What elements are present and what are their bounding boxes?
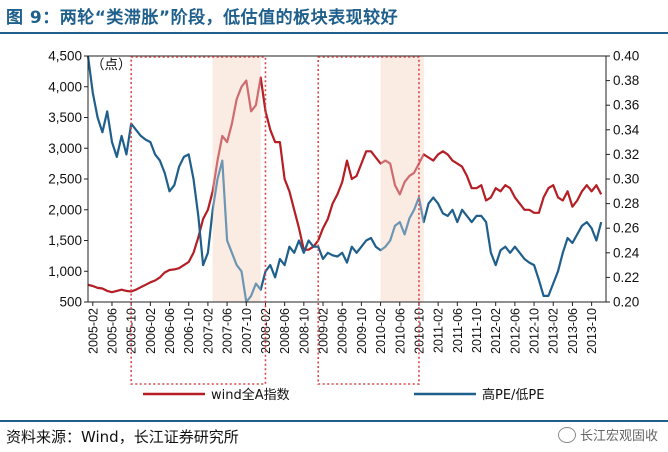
left-tick-label: 4,500 [48, 49, 82, 64]
x-tick-label: 2006-10 [182, 308, 196, 354]
right-tick-label: 0.36 [613, 98, 639, 113]
right-tick-label: 0.28 [613, 196, 639, 211]
left-tick-label: 2,500 [48, 172, 82, 187]
x-tick-label: 2012-02 [489, 308, 503, 354]
pe-ratio-line [86, 55, 603, 304]
left-tick-label: 2,000 [48, 202, 82, 217]
x-tick-label: 2008-06 [278, 308, 292, 354]
right-tick-label: 0.22 [613, 270, 639, 285]
x-tick-label: 2008-10 [297, 308, 311, 354]
left-axis-unit: （点） [91, 57, 132, 72]
dotted-period-box-1 [130, 56, 267, 385]
left-tick-label: 3,000 [48, 141, 82, 156]
x-tick-label: 2007-06 [221, 308, 235, 354]
x-tick-label: 2011-06 [451, 308, 465, 353]
x-tick-label: 2009-06 [336, 308, 350, 354]
dotted-period-box-2 [317, 56, 420, 385]
highlight-fade-1 [212, 56, 261, 302]
x-tick-label: 2010-02 [374, 308, 388, 354]
x-tick-label: 2013-06 [566, 308, 580, 354]
wechat-icon [557, 426, 576, 443]
highlight-fade-2 [380, 56, 424, 302]
x-tick-label: 2011-10 [470, 308, 484, 353]
legend-label-pe-ratio: 高PE/低PE [482, 387, 545, 403]
legend-label-wind-a: wind全A指数 [211, 387, 290, 403]
right-tick-label: 0.34 [613, 122, 640, 137]
left-tick-label: 4,000 [48, 79, 82, 94]
source-note: 资料来源：Wind，长江证券研究所 [6, 428, 239, 446]
x-tick-label: 2006-06 [163, 308, 177, 354]
left-tick-label: 1,000 [48, 264, 82, 279]
x-tick-label: 2007-10 [240, 308, 254, 354]
x-tick-label: 2013-02 [547, 308, 561, 354]
left-tick-label: 500 [59, 295, 82, 310]
x-tick-label: 2011-02 [432, 308, 446, 353]
right-tick-label: 0.30 [613, 172, 639, 187]
wind-a-index-line [87, 76, 603, 294]
watermark: 长江宏观固收 [557, 425, 658, 444]
x-tick-label: 2009-02 [317, 308, 331, 354]
right-tick-label: 0.40 [613, 49, 639, 64]
left-tick-label: 3,500 [48, 110, 82, 125]
x-tick-label: 2012-06 [508, 308, 522, 354]
right-tick-label: 0.26 [613, 221, 639, 236]
x-tick-label: 2005-06 [105, 308, 119, 354]
x-tick-label: 2008-02 [259, 308, 273, 354]
right-tick-label: 0.38 [613, 73, 639, 88]
x-tick-label: 2005-02 [86, 308, 100, 354]
x-tick-label: 2009-10 [355, 308, 369, 354]
x-tick-label: 2010-06 [393, 308, 407, 354]
figure-title: 图 9：两轮“类滞胀”阶段，低估值的板块表现较好 [6, 8, 399, 28]
right-tick-label: 0.32 [613, 147, 639, 162]
right-tick-label: 0.20 [613, 295, 639, 310]
left-tick-label: 1,500 [48, 233, 82, 248]
x-tick-label: 2012-10 [528, 308, 542, 354]
x-tick-label: 2007-02 [201, 308, 215, 354]
right-tick-label: 0.24 [613, 245, 640, 260]
watermark-text: 长江宏观固收 [579, 429, 658, 444]
highlight-band-2 [380, 56, 424, 302]
title-rule [0, 32, 668, 34]
x-tick-label: 2006-02 [144, 308, 158, 354]
x-tick-label: 2013-10 [585, 308, 599, 354]
dual-axis-line-chart: 500 1,000 1,500 2,000 2,500 3,000 3,500 4,000 4,… [48, 49, 640, 404]
footer-rule [0, 420, 668, 422]
